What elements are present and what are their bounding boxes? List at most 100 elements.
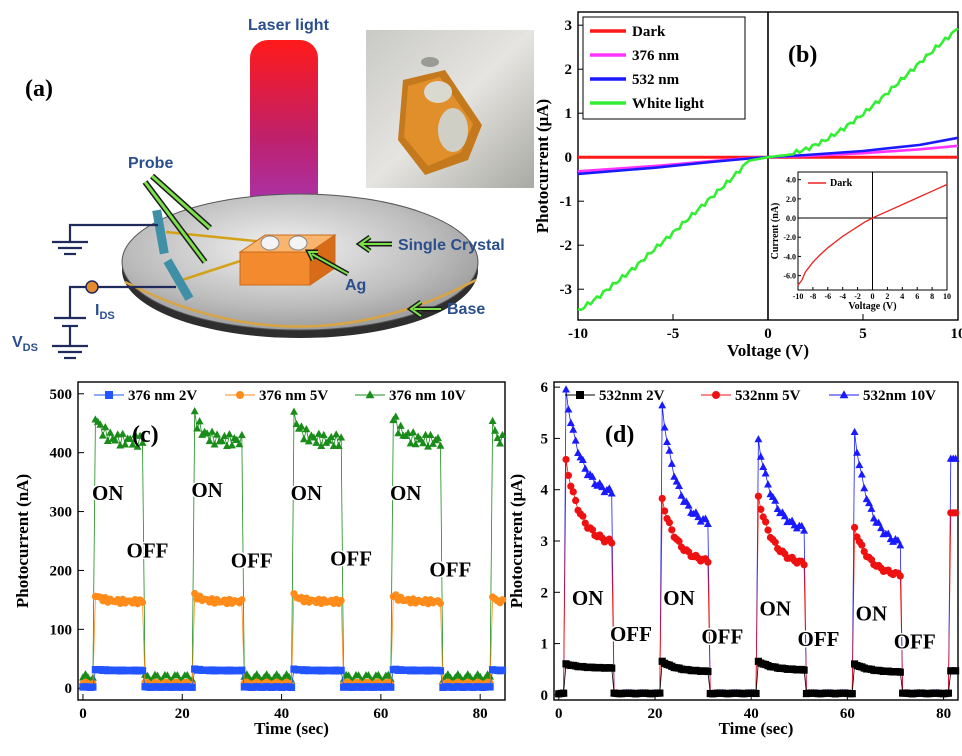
data-point xyxy=(865,498,873,507)
off-annotation: OFF xyxy=(330,547,372,571)
inset-x-tick-label: 2 xyxy=(885,292,889,301)
data-point xyxy=(138,667,147,675)
data-point xyxy=(667,459,676,467)
x-tick-label: -10 xyxy=(568,326,588,342)
data-point xyxy=(701,514,710,522)
inset-y-axis-label: Current (nA) xyxy=(770,203,781,260)
y-tick-label: 300 xyxy=(50,505,73,521)
data-point xyxy=(337,666,345,674)
data-point xyxy=(608,539,616,547)
data-point xyxy=(391,412,400,420)
x-tick-label: 10 xyxy=(951,326,962,342)
data-point xyxy=(605,484,614,492)
data-point xyxy=(691,508,700,516)
x-tick-label: 40 xyxy=(274,706,289,722)
panel-b-letter: (b) xyxy=(788,42,817,68)
data-point xyxy=(491,426,500,434)
data-point xyxy=(131,430,140,438)
panel-letter: (c) xyxy=(132,422,159,448)
data-point xyxy=(188,683,196,691)
data-point xyxy=(800,666,808,674)
data-point xyxy=(896,572,904,580)
legend-swatch-marker xyxy=(839,390,849,399)
inset-x-tick-label: 4 xyxy=(900,292,904,301)
data-point xyxy=(312,438,321,446)
data-point xyxy=(237,430,246,439)
data-point xyxy=(660,423,669,431)
inset-series-line-dark xyxy=(797,183,948,286)
data-point xyxy=(128,440,137,448)
y-axis-label: Photocurrent (μA) xyxy=(507,474,526,608)
legend-swatch-marker xyxy=(365,390,375,399)
data-point xyxy=(850,427,859,436)
inset-x-tick-label: 8 xyxy=(930,292,934,301)
inset-x-tick-label: -8 xyxy=(810,292,817,301)
series-376-nm-2v xyxy=(79,665,507,691)
data-point xyxy=(424,442,433,450)
y-tick-label: 3 xyxy=(541,534,549,550)
data-point xyxy=(884,529,893,537)
data-point xyxy=(334,441,343,449)
vds-label: VDS xyxy=(12,334,38,354)
y-tick-label: 500 xyxy=(50,387,73,403)
ammeter-node xyxy=(85,280,99,294)
y-tick-label: 5 xyxy=(541,431,549,447)
data-point xyxy=(337,596,345,605)
inset-y-tick-label: 2.0 xyxy=(786,195,796,204)
data-point xyxy=(896,668,904,676)
y-tick-label: 400 xyxy=(50,446,73,462)
data-point xyxy=(220,431,229,440)
y-tick-label: 1 xyxy=(541,637,549,653)
probe-needle-1 xyxy=(152,209,169,255)
data-point xyxy=(327,432,336,441)
data-point xyxy=(951,509,960,517)
legend-item-label: 376 nm 2V xyxy=(128,388,197,404)
single-crystal-label: Single Crystal xyxy=(398,237,505,254)
data-point xyxy=(665,519,674,527)
off-annotation: OFF xyxy=(127,538,169,562)
data-point xyxy=(858,541,866,549)
data-point xyxy=(136,431,145,439)
data-point xyxy=(658,401,667,409)
data-point xyxy=(759,462,768,470)
data-point xyxy=(762,518,770,526)
data-point xyxy=(572,496,580,505)
data-point xyxy=(867,504,876,512)
data-point xyxy=(436,667,445,675)
data-point xyxy=(703,519,712,528)
data-point xyxy=(98,431,107,439)
y-tick-label: 100 xyxy=(50,622,73,638)
legend-swatch-marker xyxy=(576,391,584,399)
panel-d-532nm-switching-chart: 0 20 40 60 80 0 1 2 3 4 5 6 Time (sec) Photocurrent (… xyxy=(507,380,960,738)
legend-item-label: 532 nm xyxy=(632,72,680,88)
data-point xyxy=(304,437,313,445)
off-annotation: OFF xyxy=(894,630,936,654)
data-point xyxy=(319,430,328,439)
x-axis-label: Time (sec) xyxy=(254,719,329,738)
on-annotation: ON xyxy=(572,586,604,610)
data-point xyxy=(670,472,679,480)
data-point xyxy=(133,442,142,450)
data-point xyxy=(225,430,234,438)
legend: 376 nm 2V 376 nm 5V 376 nm 10V xyxy=(94,388,466,404)
data-point xyxy=(896,541,905,549)
data-point xyxy=(588,526,597,534)
data-point xyxy=(96,420,105,428)
ag-contact-2 xyxy=(288,235,308,251)
data-point xyxy=(213,430,221,438)
data-point xyxy=(421,430,430,438)
data-point xyxy=(101,422,110,431)
legend-swatch-marker xyxy=(712,391,720,399)
data-point xyxy=(324,436,333,444)
inset-x-tick-label: 10 xyxy=(943,292,951,301)
x-tick-label: 0 xyxy=(555,706,563,722)
data-point xyxy=(387,683,395,691)
legend-swatch-marker xyxy=(236,391,244,399)
data-point xyxy=(218,436,226,445)
series-connector xyxy=(558,660,956,695)
data-point xyxy=(764,480,772,488)
data-point xyxy=(754,492,763,500)
inset-chart: -10 -8 -6 -4 -2 0 2 4 6 8 10 4.0 2.0 0.0 -2.0 -4.0 -6.0 V… xyxy=(770,171,951,312)
data-point xyxy=(488,416,497,425)
